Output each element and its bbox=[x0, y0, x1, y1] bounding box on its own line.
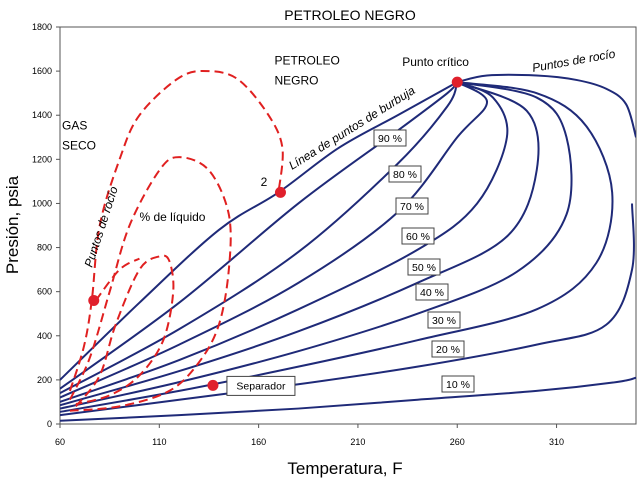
data-point bbox=[88, 294, 100, 306]
line-60-pct bbox=[60, 81, 509, 403]
line-90-pct bbox=[60, 81, 459, 390]
x-tick-label: 310 bbox=[549, 437, 564, 447]
y-tick-label: 600 bbox=[37, 287, 52, 297]
isoline-label-box bbox=[441, 375, 475, 393]
line-linea-de-puntos-de-burbuja bbox=[60, 81, 458, 381]
annotation-gas: GAS bbox=[62, 119, 87, 133]
isoline-label-box bbox=[388, 165, 422, 183]
isoline-label-80-pct: 80 % bbox=[393, 169, 417, 181]
isoline-label-70-pct: 70 % bbox=[400, 201, 424, 213]
critical-point-label: Punto crítico bbox=[402, 55, 469, 69]
isoline-label-box bbox=[415, 283, 449, 301]
annotation-petroleo: PETROLEO bbox=[275, 53, 340, 67]
isoline-label-40-pct: 40 % bbox=[420, 287, 444, 299]
line-10-pct bbox=[60, 376, 636, 422]
data-point-2 bbox=[274, 186, 286, 198]
line-puntos-de-rocio bbox=[457, 73, 636, 138]
isoline-label-box bbox=[407, 258, 441, 276]
dashed-line-envelope-2 bbox=[75, 254, 175, 407]
x-tick-label: 60 bbox=[55, 437, 65, 447]
separator-label-box bbox=[226, 375, 296, 396]
line-40-pct bbox=[60, 81, 573, 410]
line-50-pct bbox=[60, 81, 540, 407]
x-tick-label: 110 bbox=[152, 437, 166, 447]
y-tick-label: 200 bbox=[37, 375, 52, 385]
line-70-pct bbox=[60, 81, 489, 399]
data-point bbox=[451, 76, 463, 88]
y-tick-label: 800 bbox=[37, 243, 52, 253]
isoline-label-box bbox=[401, 227, 435, 245]
bubble-line-label: Línea de puntos de burbuja bbox=[286, 83, 418, 172]
annotation-2: 2 bbox=[261, 175, 268, 189]
annotation-negro: NEGRO bbox=[275, 73, 319, 87]
isoline-label-box bbox=[395, 197, 429, 215]
y-tick-label: 1600 bbox=[32, 66, 52, 76]
y-tick-label: 1000 bbox=[32, 198, 52, 208]
isoline-label-box bbox=[431, 340, 465, 358]
isoline-label-90-pct: 90 % bbox=[378, 133, 402, 145]
plot-area bbox=[59, 26, 637, 425]
y-tick-label: 1400 bbox=[32, 110, 52, 120]
x-tick-label: 160 bbox=[251, 437, 266, 447]
dew-line-label: Puntos de rocío bbox=[531, 47, 617, 75]
y-tick-label: 1200 bbox=[32, 154, 52, 164]
line-80-pct bbox=[60, 81, 459, 395]
dashed-line-pct-de-liquido bbox=[69, 156, 232, 412]
annotation-pct-de-liquido: % de líquido bbox=[139, 210, 205, 224]
isoline-label-30-pct: 30 % bbox=[432, 315, 456, 327]
isoline-label-20-pct: 20 % bbox=[436, 344, 460, 356]
isoline-label-50-pct: 50 % bbox=[412, 262, 436, 274]
y-tick-label: 400 bbox=[37, 331, 52, 341]
isoline-label-10-pct: 10 % bbox=[446, 379, 470, 391]
isoline-label-box bbox=[373, 129, 407, 147]
line-20-pct bbox=[60, 203, 635, 417]
chart-title: PETROLEO NEGRO bbox=[284, 7, 416, 23]
isoline-label-60-pct: 60 % bbox=[406, 231, 430, 243]
dashed-line-envelope-3 bbox=[94, 257, 140, 302]
x-tick-label: 210 bbox=[350, 437, 365, 447]
separator-label: Separador bbox=[236, 380, 286, 392]
y-tick-label: 0 bbox=[47, 419, 52, 429]
x-tick-label: 260 bbox=[450, 437, 465, 447]
data-point-separador bbox=[207, 379, 219, 391]
dashed-dew-line-label: Puntos de rocío bbox=[82, 184, 121, 269]
y-tick-label: 1800 bbox=[32, 22, 52, 32]
x-axis-title: Temperatura, F bbox=[287, 459, 402, 478]
isoline-label-box bbox=[427, 311, 461, 329]
y-axis-title: Presión, psia bbox=[3, 175, 22, 274]
annotation-seco: SECO bbox=[62, 138, 96, 152]
